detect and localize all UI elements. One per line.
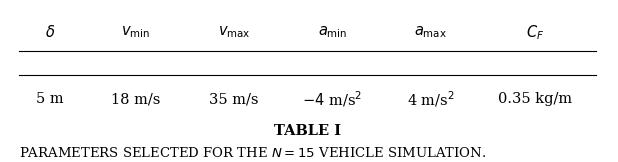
Text: $a_{\mathrm{max}}$: $a_{\mathrm{max}}$ [414, 25, 447, 40]
Text: 4 m/s$^2$: 4 m/s$^2$ [407, 89, 454, 109]
Text: TABLE I: TABLE I [274, 124, 341, 138]
Text: $\delta$: $\delta$ [44, 24, 55, 40]
Text: $v_{\mathrm{min}}$: $v_{\mathrm{min}}$ [121, 25, 150, 40]
Text: PARAMETERS SELECTED FOR THE $N = 15$ VEHICLE SIMULATION.: PARAMETERS SELECTED FOR THE $N = 15$ VEH… [19, 146, 486, 160]
Text: 0.35 kg/m: 0.35 kg/m [497, 92, 572, 106]
Text: $C_F$: $C_F$ [526, 23, 544, 42]
Text: 5 m: 5 m [36, 92, 64, 106]
Text: 18 m/s: 18 m/s [111, 92, 161, 106]
Text: $-4$ m/s$^2$: $-4$ m/s$^2$ [302, 89, 362, 109]
Text: 35 m/s: 35 m/s [210, 92, 259, 106]
Text: $v_{\mathrm{max}}$: $v_{\mathrm{max}}$ [218, 25, 250, 40]
Text: $a_{\mathrm{min}}$: $a_{\mathrm{min}}$ [318, 25, 347, 40]
